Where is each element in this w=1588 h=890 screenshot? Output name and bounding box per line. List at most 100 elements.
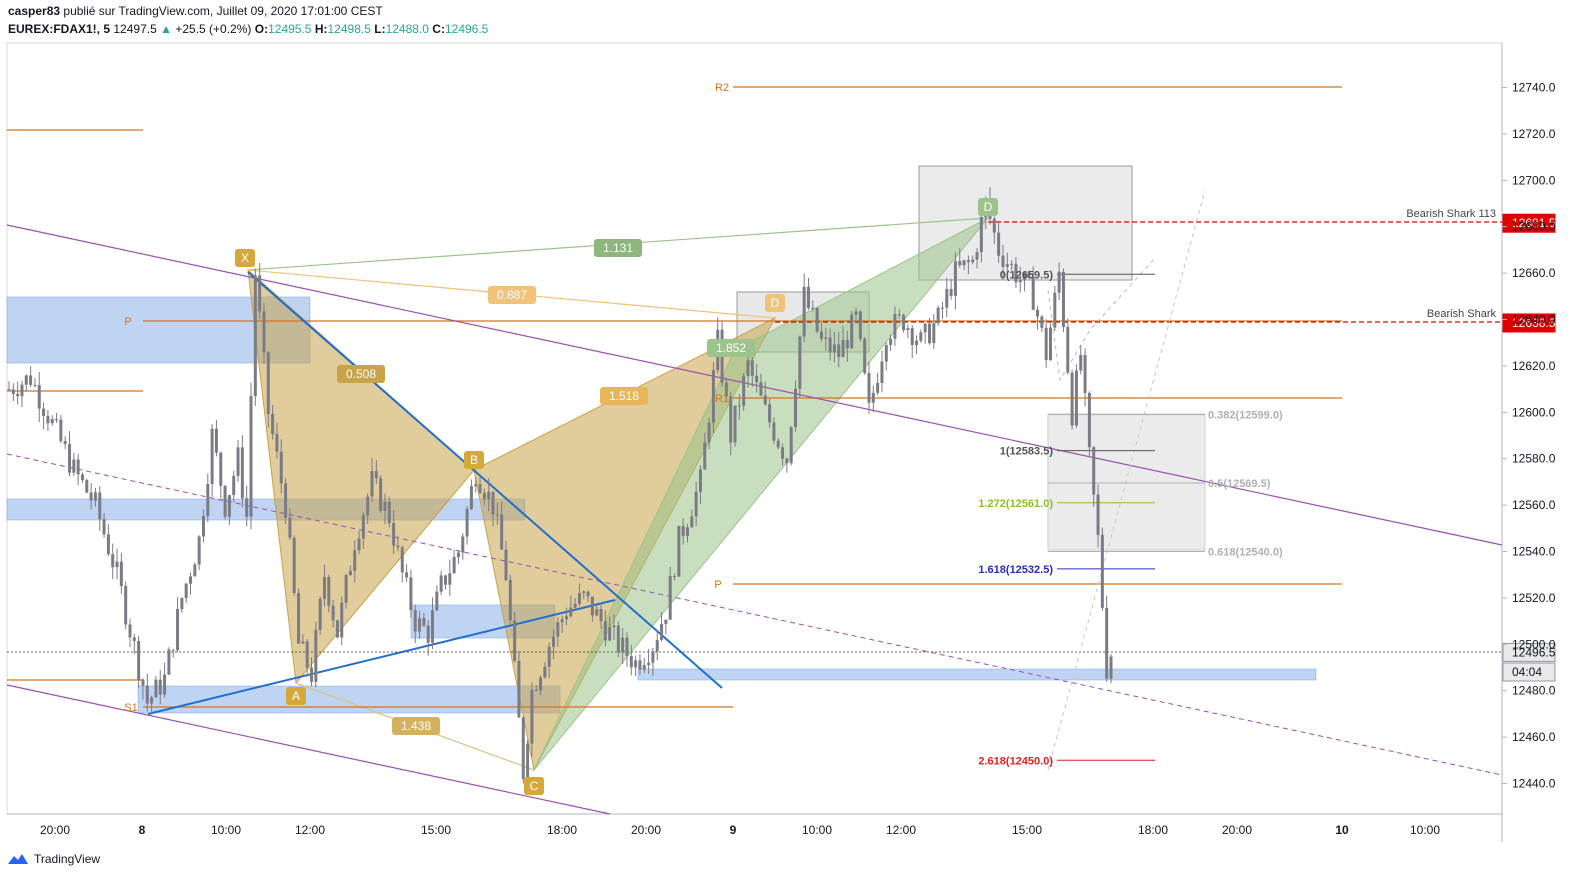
candle-body [832, 344, 836, 353]
candle-body [46, 415, 50, 424]
ratio-label: 1.438 [401, 719, 431, 733]
candle-body [733, 405, 737, 443]
candle-body [72, 459, 76, 473]
candle-body [1018, 279, 1022, 283]
candle-body [673, 576, 677, 578]
publication-line: casper83 publié sur TradingView.com, Jui… [8, 4, 383, 18]
candle-body [629, 655, 633, 668]
candle-body [889, 338, 893, 345]
candle-body [396, 545, 400, 548]
candle-body [608, 627, 612, 641]
candle-body [478, 484, 482, 493]
candle-body [189, 576, 193, 584]
candle-body [819, 331, 823, 339]
candle-body [707, 422, 711, 443]
candle-body [863, 338, 867, 374]
candle-body [603, 621, 607, 641]
candle-body [219, 452, 223, 486]
candle-body [124, 586, 128, 625]
candle-body [971, 259, 975, 263]
price-tag-label: 04:04 [1512, 665, 1542, 679]
candle-body [491, 491, 495, 515]
demand-zone [637, 668, 1317, 681]
candle-body [521, 717, 525, 779]
candle-body [552, 636, 556, 647]
candle-body [526, 743, 530, 779]
up-arrow-icon: ▲ [160, 22, 172, 36]
candle-body [141, 679, 145, 686]
candle-body [850, 314, 854, 349]
candle-body [379, 478, 383, 511]
tradingview-cloud-icon [8, 854, 28, 864]
y-tick-label: 12680.0 [1512, 220, 1556, 234]
candle-body [111, 554, 115, 568]
candle-body [958, 261, 962, 266]
candle-body [590, 596, 594, 616]
y-tick-label: 12660.0 [1512, 266, 1556, 280]
fib-level-label: 0.382(12599.0) [1208, 410, 1283, 422]
blue-trend-up [147, 599, 616, 715]
candle-body [253, 275, 257, 397]
candle-body [335, 620, 339, 638]
candle-body [621, 637, 625, 652]
candle-body [936, 307, 940, 324]
candle-body [128, 624, 132, 638]
candle-body [612, 625, 616, 628]
ratio-label-bg [594, 239, 642, 257]
x-tick-label: 15:00 [1012, 823, 1042, 837]
x-tick-label: 8 [139, 823, 146, 837]
candle-body [949, 288, 953, 296]
candle-body [98, 492, 102, 520]
candle-body [418, 618, 422, 632]
candle-body [694, 491, 698, 517]
candle-body [811, 307, 815, 309]
candle-body [577, 593, 581, 604]
candle-body [880, 361, 884, 383]
pivot-label: P [124, 316, 131, 328]
candle-body [258, 275, 262, 312]
tradingview-brand: TradingView [34, 852, 101, 866]
price-tag-label: 12496.5 [1512, 645, 1556, 659]
candle-body [902, 315, 906, 330]
x-tick-label: 20:00 [631, 823, 661, 837]
tradingview-logo[interactable]: TradingView [6, 852, 100, 866]
candle-body [495, 514, 499, 516]
x-tick-label: 20:00 [1222, 823, 1252, 837]
trend-line-mid [6, 453, 1503, 776]
candle-body [513, 620, 517, 661]
candle-body [223, 485, 227, 517]
close-label: C: [432, 22, 445, 36]
pattern-point-label: C [530, 779, 539, 793]
candle-body [785, 458, 789, 464]
candle-body [802, 286, 806, 337]
candle-body [534, 689, 538, 691]
candle-body [685, 527, 689, 536]
x-tick-label: 10:00 [211, 823, 241, 837]
ratio-label: 1.131 [603, 241, 633, 255]
candle-body [1096, 494, 1100, 535]
candle-body [206, 483, 210, 516]
candle-body [16, 393, 20, 397]
y-tick-label: 12540.0 [1512, 545, 1556, 559]
candle-body [638, 660, 642, 670]
candle-body [119, 561, 123, 587]
candle-body [794, 388, 798, 428]
pattern-point-label-bg [235, 249, 255, 267]
published-text: publié sur TradingView.com, Juillet 09, … [63, 4, 383, 18]
ratio-label: 0.508 [346, 367, 376, 381]
candle-body [374, 471, 378, 479]
price-tag-bg [1502, 642, 1556, 662]
candle-body [443, 575, 447, 585]
demand-zone [137, 685, 561, 714]
pattern-point-label-bg [524, 777, 544, 795]
candle-body [828, 337, 832, 353]
candle-body [167, 649, 171, 675]
candle-body [439, 575, 443, 592]
y-tick-label: 12740.0 [1512, 81, 1556, 95]
candle-body [461, 536, 465, 553]
fib-level-label: 0.5(12569.5) [1208, 478, 1271, 490]
candle-body [690, 516, 694, 528]
candle-body [768, 404, 772, 423]
candle-body [426, 625, 430, 643]
